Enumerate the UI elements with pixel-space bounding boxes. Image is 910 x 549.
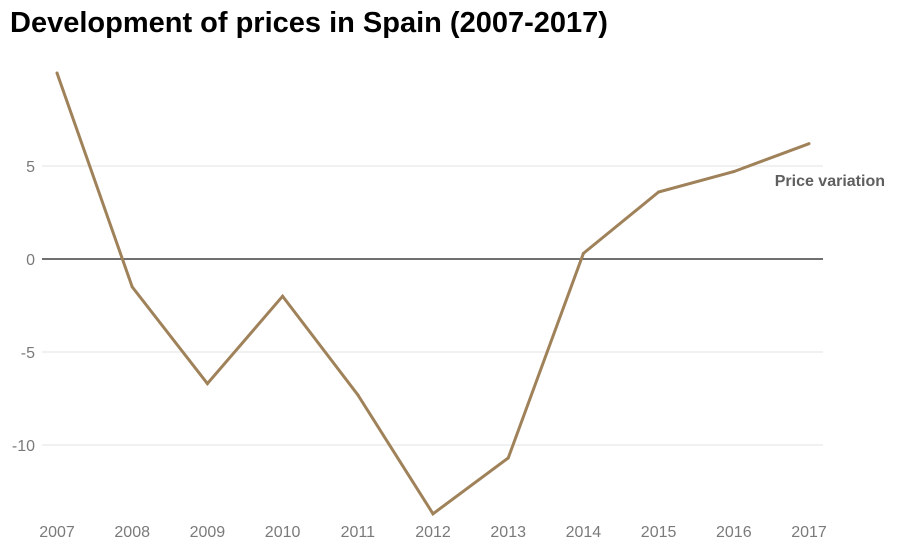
y-tick-label: -10 bbox=[12, 438, 35, 455]
data-point bbox=[55, 71, 59, 75]
x-tick-label: 2016 bbox=[716, 524, 752, 541]
series-line bbox=[55, 72, 810, 516]
data-point bbox=[130, 285, 134, 289]
x-tick-label: 2011 bbox=[341, 524, 376, 541]
series-layer: Price variation bbox=[55, 71, 885, 516]
x-tick-label: 2007 bbox=[39, 524, 75, 541]
data-point bbox=[205, 382, 209, 386]
data-point bbox=[581, 251, 585, 255]
y-tick-label: 0 bbox=[26, 252, 35, 269]
x-tick-label: 2014 bbox=[566, 524, 602, 541]
x-tick-label: 2017 bbox=[791, 524, 827, 541]
x-axis-ticks: 2007 2008 2009 2010 2011 2012 2013 2014 2015 2016… bbox=[39, 524, 827, 541]
x-tick-label: 2013 bbox=[490, 524, 526, 541]
y-tick-label: -5 bbox=[21, 345, 35, 362]
data-point bbox=[356, 393, 360, 397]
data-point bbox=[732, 170, 736, 174]
data-point bbox=[506, 456, 510, 460]
data-point bbox=[431, 512, 435, 516]
y-tick-label: 5 bbox=[26, 159, 35, 176]
x-tick-label: 2015 bbox=[641, 524, 677, 541]
gridlines bbox=[42, 165, 823, 446]
chart-title: Development of prices in Spain (2007-201… bbox=[10, 7, 608, 39]
data-point bbox=[657, 190, 661, 194]
y-axis-ticks: 5 0 -5 -10 bbox=[12, 159, 35, 455]
x-tick-label: 2008 bbox=[114, 524, 150, 541]
x-tick-label: 2010 bbox=[265, 524, 301, 541]
data-point bbox=[807, 142, 811, 146]
data-point bbox=[281, 294, 285, 298]
x-tick-label: 2012 bbox=[415, 524, 451, 541]
series-label: Price variation bbox=[775, 173, 885, 190]
x-tick-label: 2009 bbox=[190, 524, 226, 541]
